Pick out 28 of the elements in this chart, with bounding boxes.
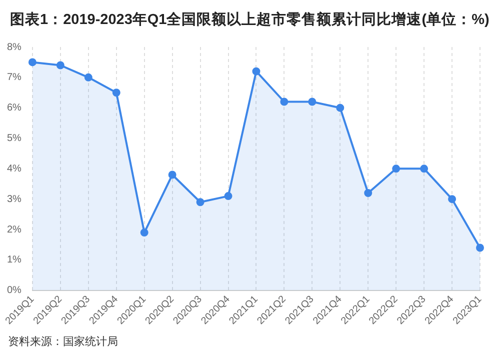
y-tick-label: 0% <box>7 285 22 296</box>
point <box>364 189 372 198</box>
y-tick-label: 4% <box>7 163 22 174</box>
y-tick-label: 2% <box>7 224 22 236</box>
point <box>280 98 288 106</box>
y-tick-label: 8% <box>7 42 22 53</box>
text: 资料来源：国家统计局 <box>7 334 119 349</box>
y-tick-label: 1% <box>7 254 22 266</box>
point <box>140 228 148 237</box>
point <box>56 61 64 70</box>
point <box>308 98 316 106</box>
point <box>476 244 484 252</box>
y-tick-label: 7% <box>7 72 22 84</box>
point <box>392 164 400 173</box>
y-tick-label: 5% <box>7 133 22 144</box>
point <box>168 170 176 179</box>
point <box>28 58 36 66</box>
point <box>336 104 344 112</box>
y-tick-label: 6% <box>7 102 22 114</box>
point <box>84 73 92 82</box>
point <box>448 195 456 204</box>
y-tick-label: 3% <box>7 194 22 205</box>
point <box>196 198 204 206</box>
point <box>420 164 428 173</box>
point <box>224 192 232 200</box>
chart-title: 图表1：2019-2023年Q1全国限额以上超市零售额累计同比增速(单位：%) <box>9 10 490 30</box>
point <box>252 67 260 76</box>
point <box>112 88 120 97</box>
